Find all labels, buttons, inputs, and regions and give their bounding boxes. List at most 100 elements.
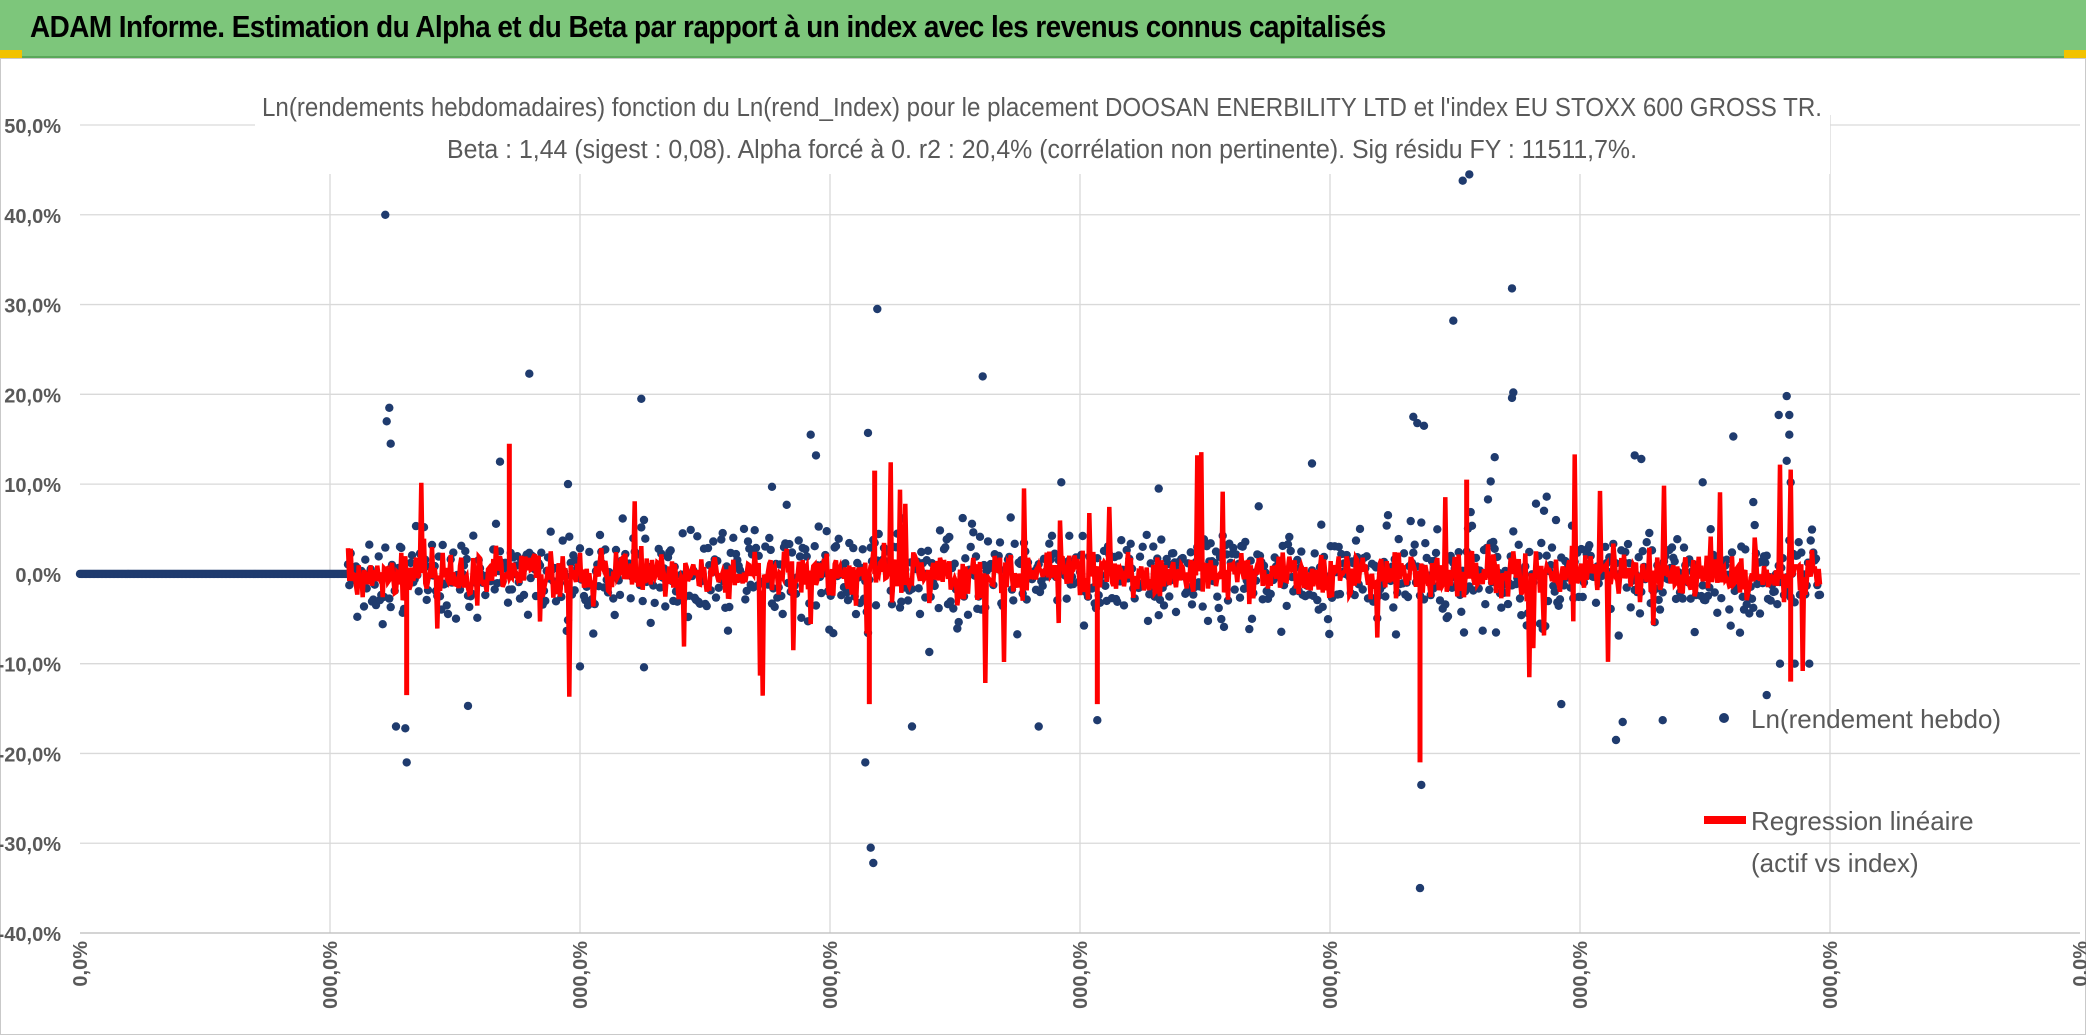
data-point [1515, 594, 1525, 603]
data-point [941, 543, 950, 552]
data-point [1766, 596, 1775, 605]
data-point [858, 545, 867, 554]
data-point [766, 545, 775, 555]
data-point [842, 588, 851, 597]
data-point [406, 558, 415, 568]
data-point [673, 597, 682, 606]
data-point [1358, 585, 1367, 594]
data-point [1157, 535, 1166, 544]
data-point [1481, 600, 1490, 609]
data-point [575, 662, 585, 671]
data-point [1334, 542, 1343, 552]
data-point [641, 534, 650, 543]
data-point [1417, 780, 1426, 790]
data-point [1805, 659, 1814, 668]
data-point [481, 590, 490, 600]
y-tick-label: -30,0% [0, 834, 61, 856]
data-point [1794, 538, 1803, 547]
legend-label-points: Ln(rendement hebdo) [1751, 704, 2001, 734]
data-point [385, 594, 394, 603]
data-point [1382, 521, 1391, 530]
data-point [1634, 553, 1643, 562]
data-point [975, 532, 985, 541]
data-point [1230, 585, 1239, 594]
data-point [495, 457, 505, 466]
data-point [1797, 548, 1806, 557]
data-point [1618, 717, 1627, 727]
data-point [849, 543, 858, 553]
data-point [678, 529, 687, 538]
data-point [1509, 527, 1518, 536]
data-point [1441, 600, 1450, 609]
data-point [1409, 548, 1418, 557]
data-point [717, 535, 726, 544]
data-point [1057, 478, 1066, 487]
data-point [935, 526, 945, 535]
data-point [1241, 537, 1250, 547]
data-point [963, 610, 973, 619]
data-point [863, 428, 873, 438]
data-point [1762, 690, 1771, 700]
data-point [866, 843, 875, 852]
data-point [1611, 735, 1621, 745]
data-point [1557, 699, 1566, 709]
data-point [725, 602, 734, 612]
data-point [1310, 549, 1319, 558]
data-point [585, 547, 594, 557]
data-point [1749, 603, 1758, 612]
data-point [1297, 547, 1306, 556]
data-point [750, 526, 759, 535]
data-point [1550, 587, 1559, 596]
data-point [1381, 592, 1390, 601]
data-point [1486, 477, 1495, 486]
data-point [1658, 588, 1667, 597]
data-point [1079, 621, 1089, 630]
data-point [1406, 516, 1415, 526]
data-point [438, 540, 447, 550]
data-point [1065, 531, 1074, 540]
data-point [374, 552, 383, 561]
data-point [1749, 497, 1758, 507]
data-point [1217, 614, 1226, 624]
data-point [1539, 506, 1549, 515]
data-point [978, 372, 987, 381]
data-point [954, 617, 963, 627]
data-point [1727, 548, 1737, 557]
data-point [1394, 534, 1403, 544]
data-point [1050, 549, 1059, 558]
data-point [1542, 551, 1551, 560]
data-point [917, 547, 926, 557]
data-point [1403, 592, 1413, 602]
data-point [723, 626, 733, 635]
data-point [934, 603, 943, 613]
data-point [462, 554, 471, 564]
data-point [503, 598, 513, 607]
data-point [1431, 548, 1441, 558]
data-point [1591, 598, 1601, 607]
data-point [1717, 594, 1726, 603]
data-point [1713, 608, 1722, 617]
data-point [801, 545, 810, 554]
regression-line [345, 452, 1823, 697]
data-point [626, 594, 635, 603]
data-point [1454, 548, 1463, 557]
data-point [546, 527, 555, 536]
data-point [1626, 603, 1635, 612]
data-point [1143, 616, 1153, 626]
data-point [1585, 541, 1594, 550]
data-point [1247, 614, 1257, 623]
data-point [923, 546, 933, 555]
legend-label-regression-2: (actif vs index) [1751, 848, 1919, 878]
data-point [1351, 536, 1361, 545]
y-tick-label: 0,0% [15, 565, 61, 587]
data-point [465, 602, 474, 612]
y-tick-label: 30,0% [4, 296, 61, 318]
data-point [655, 583, 665, 592]
data-point [1517, 611, 1526, 620]
data-point [1815, 590, 1825, 599]
data-point [741, 595, 750, 604]
data-point [1725, 605, 1734, 614]
data-point [1483, 495, 1493, 504]
data-point [1489, 537, 1498, 547]
data-point [1409, 412, 1418, 421]
